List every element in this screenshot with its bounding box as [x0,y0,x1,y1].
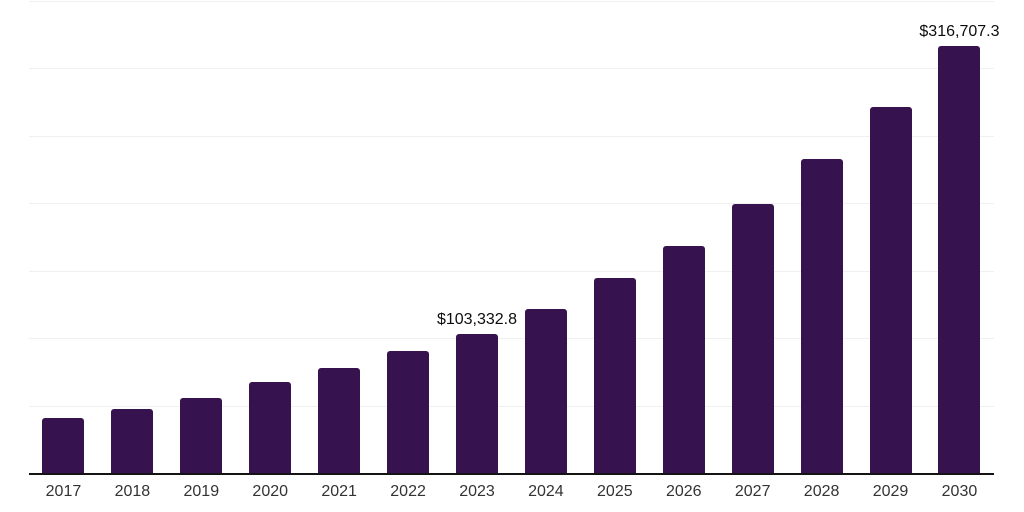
bar-group-2021 [305,1,374,473]
bar-group-2018 [98,1,167,473]
x-tick-label-2024: 2024 [528,483,564,500]
bar-2022 [387,350,430,473]
bar-group-2027 [718,1,787,473]
bar-value-label-2023: $103,332.8 [436,310,518,328]
gridline [29,1,994,2]
x-tick-label-2022: 2022 [390,483,426,500]
x-axis-line [29,473,994,475]
bar-group-2023: $103,332.8 [437,1,517,473]
gridline [29,270,994,272]
bar-group-2026 [649,1,718,473]
bar-2027 [731,204,774,473]
bar-group-2022 [374,1,443,473]
gridline [29,135,994,137]
x-tick-label-2029: 2029 [872,483,909,500]
x-tick-label-2021: 2021 [321,483,357,500]
bar-2029 [869,107,912,473]
bar-group-2028 [787,1,856,473]
x-tick-label-2026: 2026 [665,483,702,500]
bar-group-2020 [236,1,305,473]
bar-group-2029 [856,1,925,473]
bar-group-2030: $316,707.3 [919,1,999,473]
x-tick-label-2018: 2018 [114,483,151,500]
bar-2017 [42,418,85,473]
bar-group-2019 [167,1,236,473]
x-tick-label-2028: 2028 [803,483,840,500]
bar-2019 [180,397,223,473]
bar-2024 [524,308,567,473]
gridline [29,68,994,70]
bar-group-2024 [511,1,580,473]
bar-2021 [318,368,361,473]
bar-value-label-2030: $316,707.3 [919,22,1000,40]
gridline [29,405,994,407]
bars-container: $103,332.8 $316,707.3 [29,1,999,473]
bar-group-2025 [580,1,649,473]
bar-2020 [249,381,292,473]
bar-2030 [938,45,981,473]
bar-2025 [593,278,636,473]
gridline [29,203,994,205]
x-tick-label-2027: 2027 [734,483,771,500]
bar-2023 [455,333,498,473]
gridline [29,338,994,340]
bar-2026 [662,245,705,473]
x-tick-label-2019: 2019 [183,483,220,500]
x-tick-label-2030: 2030 [941,483,978,500]
x-tick-label-2020: 2020 [252,483,289,500]
bar-2028 [800,158,843,473]
x-tick-label-2023: 2023 [459,483,495,500]
bar-group-2017 [29,1,98,473]
x-tick-label-2017: 2017 [45,483,82,500]
x-tick-label-2025: 2025 [597,483,633,500]
plot-area: $103,332.8 $316,707.3 [29,1,999,473]
x-axis-labels: 2017 2018 2019 2020 2021 2022 2023 2024 2025 2026… [29,482,994,501]
bar-2018 [111,409,154,473]
